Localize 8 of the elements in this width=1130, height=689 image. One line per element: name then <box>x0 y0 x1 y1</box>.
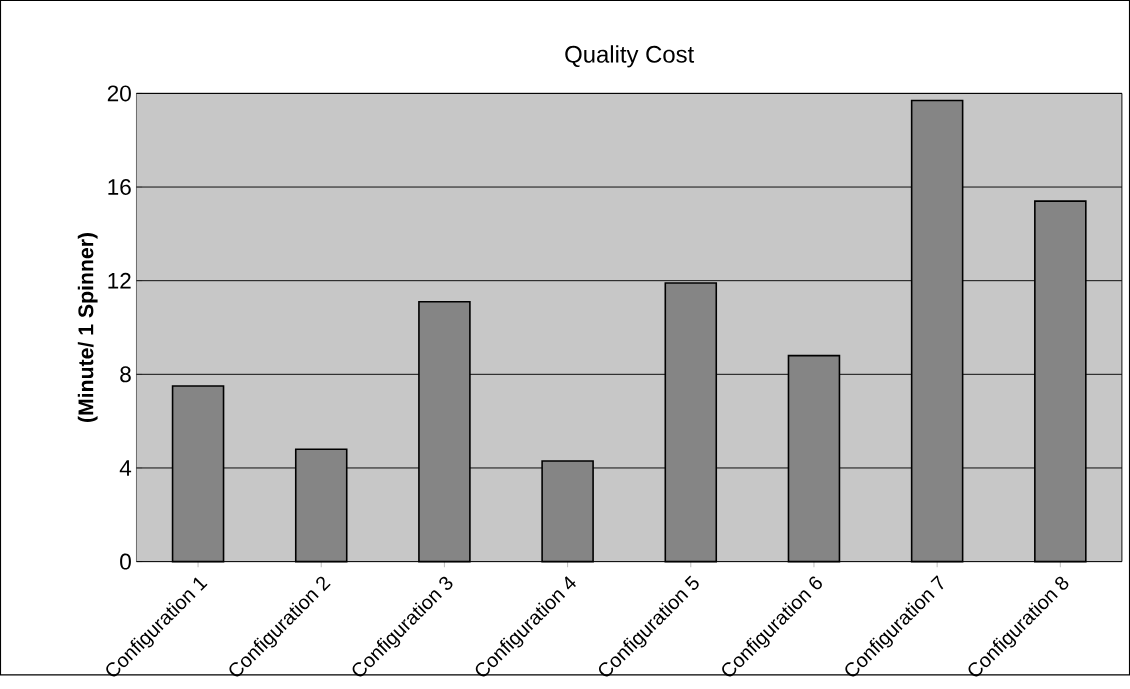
y-axis-title: (Minute/ 1 Spinner) <box>77 233 98 423</box>
y-tick-label: 12 <box>108 272 131 289</box>
chart-title: Quality Cost <box>565 45 695 68</box>
y-tick-label: 16 <box>108 179 131 196</box>
y-tick-label: 20 <box>107 85 131 102</box>
y-tick-label: 8 <box>120 366 131 383</box>
y-tick-label: 4 <box>119 460 132 476</box>
y-tick-label: 0 <box>120 553 131 570</box>
